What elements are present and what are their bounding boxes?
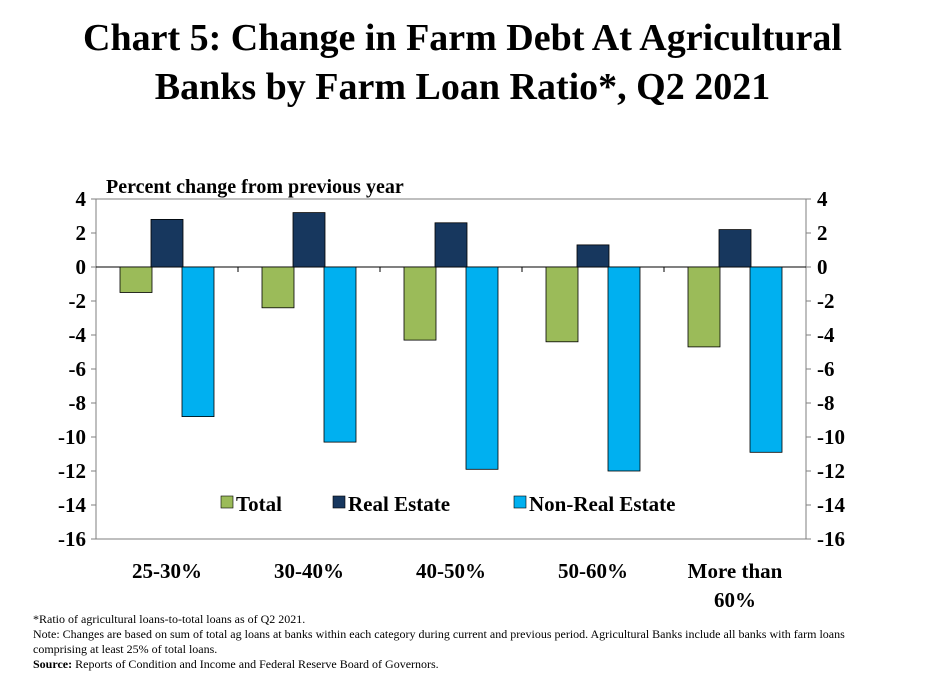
bar-non-real-estate <box>323 266 357 443</box>
bar-total <box>119 266 153 293</box>
y-tick-label-left: -8 <box>69 391 87 415</box>
legend-swatch <box>220 495 234 509</box>
y-tick-label-left: -4 <box>69 323 87 347</box>
y-tick-label-left: -10 <box>58 425 86 449</box>
legend-swatch <box>513 495 527 509</box>
x-category-label: 60% <box>714 588 756 612</box>
x-axis-categories: 25-30% 30-40% 40-50% 50-60% More than 60% <box>132 267 783 612</box>
y-tick-label-left: 2 <box>76 221 87 245</box>
legend-swatch <box>332 495 346 509</box>
y-tick-label-right: -12 <box>817 459 845 483</box>
y-tick-label-right: -10 <box>817 425 845 449</box>
y-tick-label-left: -12 <box>58 459 86 483</box>
y-tick-label-left: -16 <box>58 527 86 551</box>
chart-title-line-1: Chart 5: Change in Farm Debt At Agricult… <box>83 17 842 59</box>
y-tick-label-left: -14 <box>58 493 86 517</box>
bar-real-estate <box>434 222 468 268</box>
footnote-source: Source: Reports of Condition and Income … <box>33 657 893 672</box>
y-tick-label-right: -4 <box>817 323 835 347</box>
source-text: Reports of Condition and Income and Fede… <box>72 657 439 671</box>
footnotes: *Ratio of agricultural loans-to-total lo… <box>33 612 893 672</box>
bar-real-estate <box>150 218 184 268</box>
y-tick-label-right: 4 <box>817 187 828 211</box>
x-category-label: 30-40% <box>274 559 344 583</box>
y-tick-label-left: -6 <box>69 357 87 381</box>
y-tick-label-right: -6 <box>817 357 835 381</box>
y-tick-label-left: 4 <box>76 187 87 211</box>
y-tick-label-right: -14 <box>817 493 845 517</box>
y-tick-label-right: -8 <box>817 391 835 415</box>
bar-chart: 4 2 0 -2 -4 -6 -8 -10 -12 -14 -16 4 2 0 -2 -4 -6 -8 -10 -1… <box>58 176 845 612</box>
legend-label: Non-Real Estate <box>529 492 675 516</box>
y-tick-label-left: -2 <box>69 289 87 313</box>
x-category-label: 50-60% <box>558 559 628 583</box>
bar-non-real-estate <box>465 266 499 470</box>
y-tick-label-left: 0 <box>76 255 87 279</box>
y-axis-left: 4 2 0 -2 -4 -6 -8 -10 -12 -14 -16 <box>58 187 96 551</box>
footnote-ratio: *Ratio of agricultural loans-to-total lo… <box>33 612 306 626</box>
x-category-label: 25-30% <box>132 559 202 583</box>
x-category-label: More than <box>688 559 783 583</box>
bar-total <box>687 266 721 348</box>
y-axis-right: 4 2 0 -2 -4 -6 -8 -10 -12 -14 -16 <box>806 187 845 551</box>
chart-title-line-2: Banks by Farm Loan Ratio*, Q2 2021 <box>154 66 771 108</box>
bar-total <box>545 266 579 343</box>
bar-real-estate <box>718 229 752 268</box>
legend-label: Real Estate <box>348 492 450 516</box>
y-tick-label-right: -16 <box>817 527 845 551</box>
legend: Total Real Estate Non-Real Estate <box>220 492 675 516</box>
y-axis-label: Percent change from previous year <box>106 176 404 198</box>
bar-real-estate <box>292 212 326 268</box>
bar-non-real-estate <box>749 266 783 453</box>
bar-non-real-estate <box>607 266 641 472</box>
legend-label: Total <box>236 492 282 516</box>
bar-non-real-estate <box>181 266 215 418</box>
bar-total <box>403 266 437 341</box>
bar-real-estate <box>576 244 610 268</box>
footnote-note: Note: Changes are based on sum of total … <box>33 627 845 656</box>
x-category-label: 40-50% <box>416 559 486 583</box>
y-tick-label-right: 2 <box>817 221 828 245</box>
bars <box>119 212 783 472</box>
bar-total <box>261 266 295 309</box>
source-label: Source: <box>33 657 73 671</box>
y-tick-label-right: 0 <box>817 255 828 279</box>
chart-title: Chart 5: Change in Farm Debt At Agricult… <box>0 14 925 112</box>
y-tick-label-right: -2 <box>817 289 835 313</box>
